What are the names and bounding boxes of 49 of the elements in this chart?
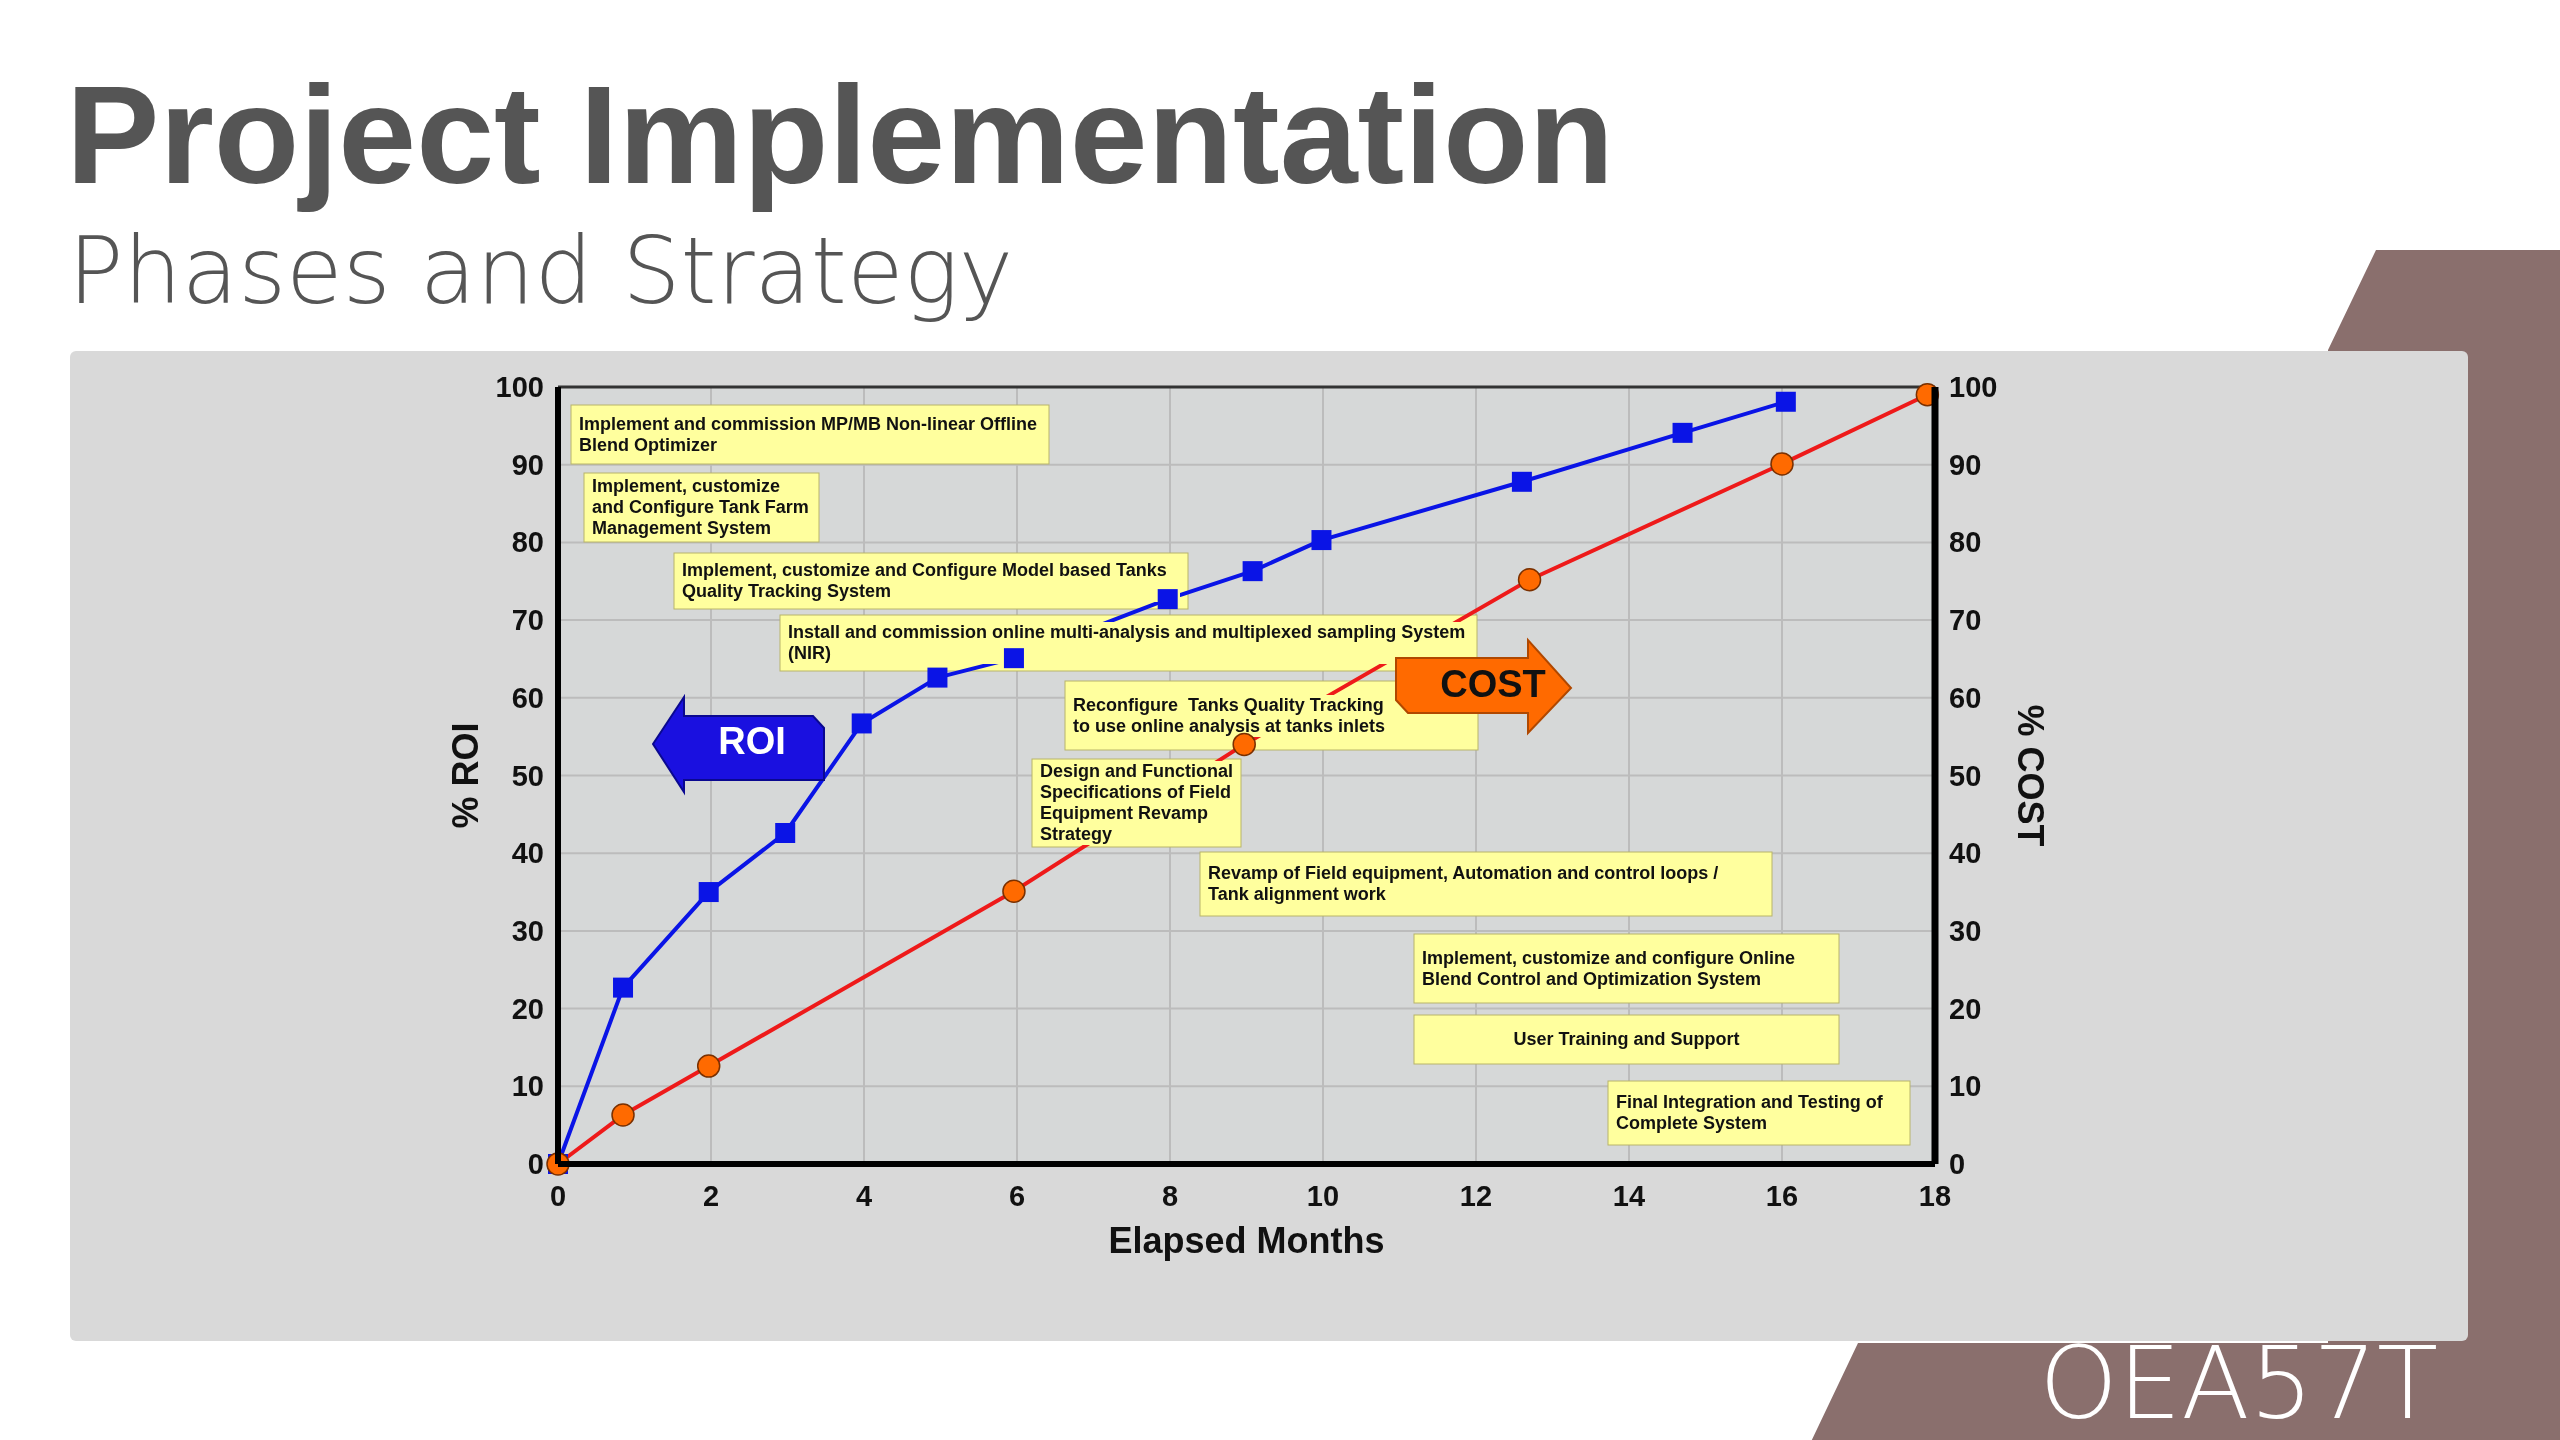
y-tick-label: 10 bbox=[511, 1070, 544, 1103]
y-tick-label: 80 bbox=[511, 526, 544, 559]
x-tick-label: 18 bbox=[1918, 1180, 1952, 1212]
annotation: Implement, customize and Configure Model based Tanks Quality Tracking System bbox=[682, 560, 1180, 602]
text: OEA57T bbox=[2039, 1325, 2438, 1440]
x-tick-label: 0 bbox=[549, 1180, 567, 1212]
y-tick-label: 70 bbox=[511, 604, 544, 637]
y-tick-label: 40 bbox=[511, 837, 544, 870]
y-axis-title: % ROI bbox=[445, 722, 486, 829]
y-tick-label: 90 bbox=[511, 448, 544, 481]
y-tick-label: 100 bbox=[495, 371, 544, 403]
annotation: User Training and Support bbox=[1513, 1029, 1740, 1050]
annotation: Revamp of Field equipment, Automation and control loops / Tank alignment work bbox=[1208, 863, 1764, 905]
y2-tick-label: 0 bbox=[1949, 1148, 1966, 1180]
y2-axis-title: % COST bbox=[2010, 704, 2051, 847]
y2-tick-label: 10 bbox=[1949, 1070, 1982, 1103]
y2-tick-label: 90 bbox=[1949, 448, 1982, 481]
y2-tick-label: 100 bbox=[1949, 371, 1998, 403]
y-tick-label: 30 bbox=[511, 914, 544, 947]
y2-tick-label: 60 bbox=[1949, 681, 1982, 714]
annotation: Install and commission online multi-analysis and multiplexed sampling System (NIR) bbox=[788, 622, 1469, 664]
x-tick-label: 4 bbox=[855, 1180, 873, 1212]
y-tick-label: 20 bbox=[511, 992, 544, 1025]
x-tick-label: 2 bbox=[702, 1180, 720, 1212]
y-tick-label: 60 bbox=[511, 681, 544, 714]
y2-tick-label: 40 bbox=[1949, 837, 1982, 870]
annotation: Final Integration and Testing of Complete System bbox=[1616, 1092, 1902, 1134]
annotation: Implement and commission MP/MB Non-linear Offline Blend Optimizer bbox=[579, 413, 1041, 456]
series-label: COST bbox=[1440, 663, 1546, 705]
y2-tick-label: 70 bbox=[1949, 604, 1982, 637]
y2-tick-label: 50 bbox=[1949, 759, 1982, 792]
y2-tick-label: 30 bbox=[1949, 914, 1982, 947]
y2-tick-label: 20 bbox=[1949, 992, 1982, 1025]
annotation: Implement, customize and Configure Tank Farm Management System bbox=[592, 476, 811, 539]
chart-subtitle: Phases and Strategy bbox=[68, 218, 1014, 325]
y-tick-label: 0 bbox=[527, 1148, 544, 1180]
chart-title: Project Implementation bbox=[66, 56, 1615, 213]
annotation: Implement, customize and configure Online Blend Control and Optimization System bbox=[1422, 947, 1831, 990]
x-tick-label: 16 bbox=[1765, 1180, 1799, 1212]
series-label: ROI bbox=[718, 720, 786, 762]
y2-tick-label: 80 bbox=[1949, 526, 1982, 559]
x-tick-label: 14 bbox=[1612, 1180, 1646, 1212]
annotation: Reconfigure Tanks Quality Tracking to use online analysis at tanks inlets bbox=[1073, 694, 1403, 737]
x-tick-label: 10 bbox=[1306, 1180, 1340, 1212]
y-tick-label: 50 bbox=[511, 759, 544, 792]
x-tick-label: 8 bbox=[1161, 1180, 1179, 1212]
x-tick-label: 6 bbox=[1008, 1180, 1026, 1212]
x-tick-label: 12 bbox=[1459, 1180, 1493, 1212]
x-axis-title: Elapsed Months bbox=[1108, 1220, 1385, 1261]
